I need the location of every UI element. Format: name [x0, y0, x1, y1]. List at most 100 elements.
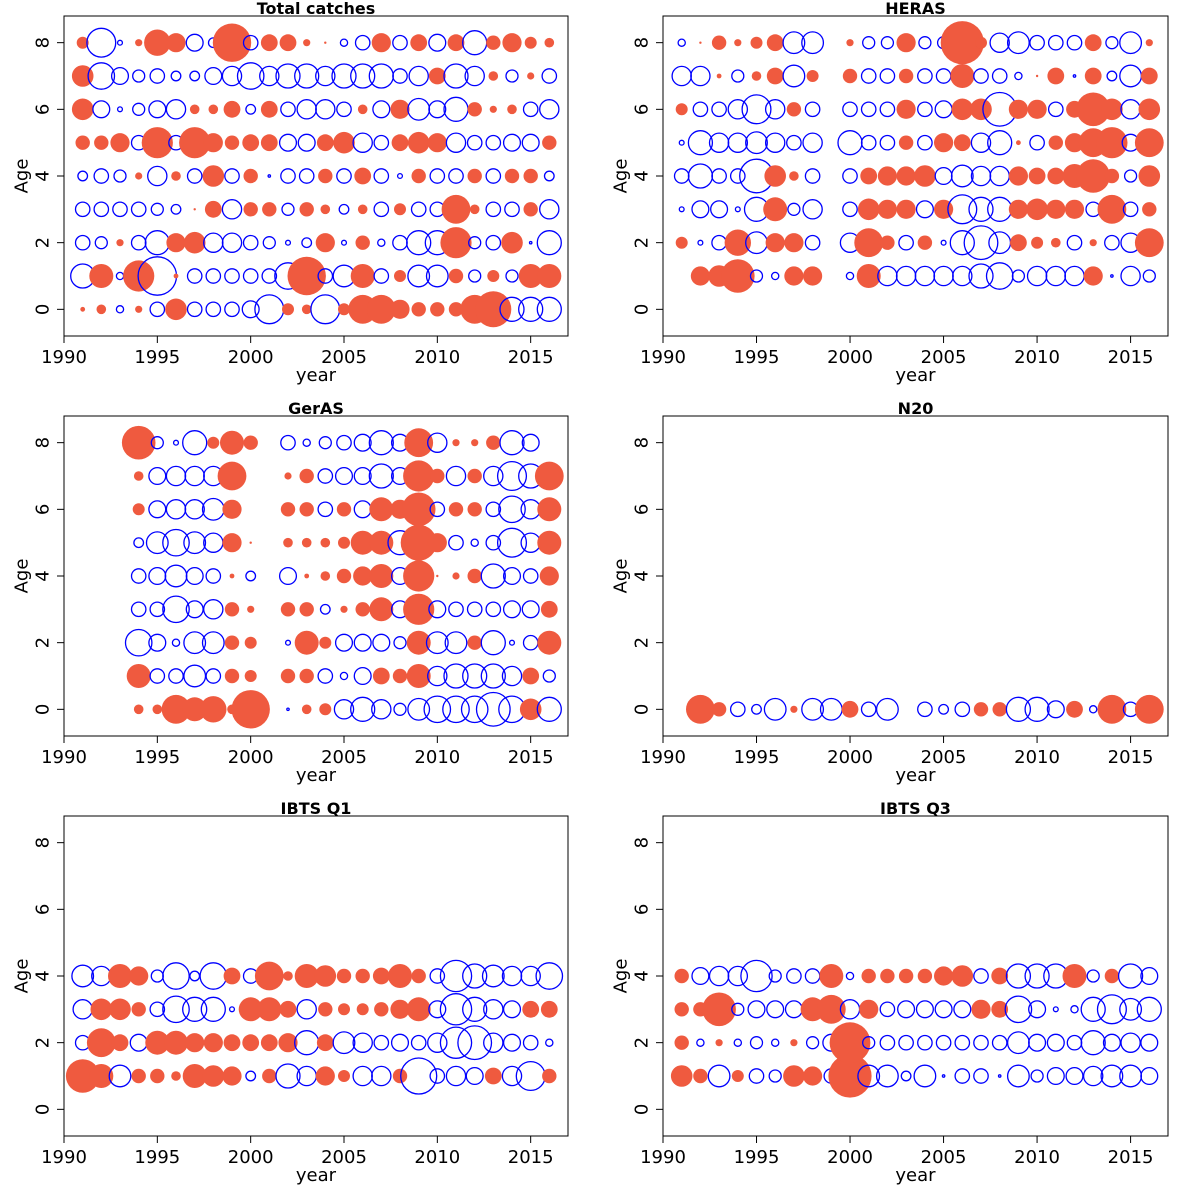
x-tick-label: 2015	[1108, 747, 1154, 768]
panel-title: N20	[898, 399, 934, 418]
negative-residual-bubble	[221, 65, 243, 87]
negative-residual-bubble	[1004, 995, 1033, 1024]
negative-residual-bubble	[968, 263, 994, 289]
negative-residual-bubble	[501, 665, 523, 687]
positive-residual-bubble	[1138, 165, 1161, 187]
positive-residual-bubble	[489, 105, 497, 113]
positive-residual-bubble	[518, 264, 543, 288]
negative-residual-bubble	[1024, 963, 1050, 989]
negative-residual-bubble	[480, 663, 506, 689]
positive-residual-bubble	[428, 67, 446, 85]
negative-residual-bubble	[879, 1001, 896, 1018]
negative-residual-bubble	[71, 964, 95, 988]
negative-residual-bubble	[373, 134, 390, 151]
negative-residual-bubble	[149, 68, 166, 84]
negative-residual-bubble	[392, 234, 408, 251]
positive-residual-bubble	[220, 430, 244, 455]
negative-residual-bubble	[224, 168, 240, 184]
positive-residual-bubble	[403, 460, 435, 492]
y-tick-label: 2	[632, 1037, 653, 1048]
positive-residual-bubble	[301, 704, 312, 715]
x-tick-label: 1995	[734, 347, 780, 368]
positive-residual-bubble	[280, 668, 296, 684]
positive-residual-bubble	[975, 36, 987, 49]
negative-residual-bubble	[950, 164, 974, 188]
positive-residual-bubble	[527, 72, 535, 80]
positive-residual-bubble	[452, 439, 460, 447]
negative-residual-bubble	[764, 132, 786, 153]
y-tick-label: 8	[632, 37, 653, 48]
negative-residual-bubble	[162, 528, 190, 557]
negative-residual-bubble	[857, 1064, 881, 1088]
negative-residual-bubble	[224, 301, 240, 318]
negative-residual-bubble	[518, 296, 544, 322]
positive-residual-bubble	[898, 968, 914, 984]
negative-residual-bubble	[528, 240, 533, 245]
negative-residual-bubble	[860, 68, 877, 84]
positive-residual-bubble	[152, 704, 163, 715]
positive-residual-bubble	[670, 1065, 693, 1087]
positive-residual-bubble	[917, 968, 933, 984]
panel-ibts-q1: IBTS Q1 1990 1995 2000 2005 2010 2015 0 2 4 6 8 year…	[12, 799, 569, 1186]
positive-residual-bubble	[86, 1028, 116, 1058]
negative-residual-bubble	[1117, 963, 1144, 989]
negative-residual-bubble	[499, 296, 525, 322]
positive-residual-bubble	[161, 694, 191, 724]
x-tick-label: 1990	[640, 747, 686, 768]
positive-residual-bubble	[403, 560, 435, 592]
negative-residual-bubble	[1119, 997, 1143, 1021]
y-tick-label: 2	[33, 1037, 54, 1048]
negative-residual-bubble	[949, 230, 975, 256]
positive-residual-bubble	[371, 33, 391, 53]
y-tick-label: 6	[33, 504, 54, 515]
negative-residual-bubble	[245, 103, 257, 115]
negative-residual-bubble	[429, 968, 446, 984]
negative-residual-bubble	[443, 663, 469, 689]
positive-residual-bubble	[819, 964, 844, 988]
y-tick-label: 6	[632, 904, 653, 915]
negative-residual-bubble	[185, 566, 204, 586]
negative-residual-bubble	[1046, 1066, 1065, 1086]
negative-residual-bubble	[751, 703, 762, 715]
positive-residual-bubble	[674, 1002, 689, 1017]
negative-residual-bubble	[502, 1000, 522, 1019]
negative-residual-bubble	[1105, 36, 1119, 50]
negative-residual-bubble	[875, 1064, 899, 1088]
negative-residual-bubble	[338, 203, 350, 215]
x-tick-label: 1990	[640, 1147, 686, 1168]
x-tick-label: 2005	[321, 347, 367, 368]
negative-residual-bubble	[938, 703, 950, 715]
positive-residual-bubble	[336, 568, 352, 584]
negative-residual-bubble	[502, 133, 522, 152]
positive-residual-bubble	[353, 566, 373, 586]
x-tick-label: 2005	[921, 1147, 967, 1168]
negative-residual-bubble	[334, 466, 354, 486]
negative-residual-bubble	[987, 196, 1013, 222]
negative-residual-bubble	[545, 1038, 554, 1047]
positive-residual-bubble	[846, 39, 854, 47]
positive-residual-bubble	[856, 264, 881, 288]
positive-residual-bubble	[542, 135, 557, 150]
negative-residual-bubble	[74, 234, 91, 251]
negative-residual-bubble	[148, 500, 167, 519]
negative-residual-bubble	[334, 633, 354, 652]
positive-residual-bubble	[702, 992, 736, 1027]
negative-residual-bubble	[502, 566, 522, 586]
positive-residual-bubble	[316, 134, 334, 152]
negative-residual-bubble	[113, 169, 127, 183]
negative-residual-bubble	[727, 99, 749, 120]
positive-residual-bubble	[950, 64, 975, 88]
negative-residual-bubble	[301, 237, 313, 249]
negative-residual-bubble	[879, 68, 896, 84]
positive-residual-bubble	[90, 998, 113, 1021]
negative-residual-bubble	[989, 165, 1010, 187]
positive-residual-bubble	[89, 1064, 114, 1088]
negative-residual-bubble	[259, 65, 280, 87]
negative-residual-bubble	[731, 69, 745, 83]
negative-residual-bubble	[536, 296, 562, 322]
y-tick-label: 2	[33, 237, 54, 248]
negative-residual-bubble	[1082, 1065, 1104, 1087]
negative-residual-bubble	[112, 201, 128, 218]
negative-residual-bubble	[842, 168, 858, 184]
